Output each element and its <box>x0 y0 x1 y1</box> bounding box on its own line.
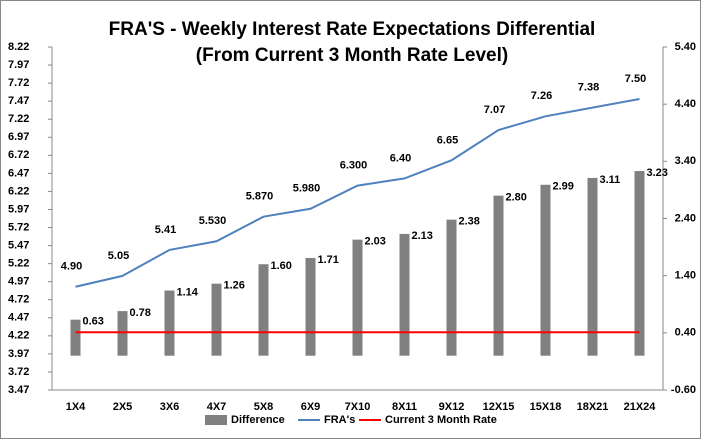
y-tick-label: 4.22 <box>8 330 29 342</box>
x-tick-label: 2X5 <box>113 401 133 413</box>
y-tick-label: 6.22 <box>8 185 29 197</box>
line-value-label: 7.38 <box>578 82 599 94</box>
y-tick-label: 7.47 <box>8 95 29 107</box>
x-tick-label: 6X9 <box>301 401 321 413</box>
line-value-label: 7.50 <box>625 73 646 85</box>
bar-value-label: 0.63 <box>83 316 104 328</box>
bar <box>446 219 457 356</box>
x-tick-label: 18X21 <box>577 401 609 413</box>
bar <box>587 177 598 356</box>
y2-tick-label: 5.40 <box>675 41 696 53</box>
y-tick-label: 4.72 <box>8 294 29 306</box>
bar-value-label: 1.14 <box>177 286 199 298</box>
bar <box>70 319 81 356</box>
y-tick-label: 3.97 <box>8 348 29 360</box>
y2-tick-label: 4.40 <box>675 98 696 110</box>
line-value-label: 6.65 <box>437 134 458 146</box>
y-tick-label: 4.47 <box>8 312 29 324</box>
chart-title: FRA'S - Weekly Interest Rate Expectation… <box>109 19 596 40</box>
x-tick-label: 7X10 <box>345 401 371 413</box>
bar-value-label: 0.78 <box>130 307 151 319</box>
legend-swatch <box>205 415 227 425</box>
bar <box>352 239 363 356</box>
line <box>75 98 640 288</box>
bar-value-label: 2.03 <box>365 236 386 248</box>
bar-value-label: 2.13 <box>412 230 433 242</box>
y-tick-label: 7.72 <box>8 77 29 89</box>
bar-value-label: 3.23 <box>647 167 668 179</box>
bar-value-label: 3.11 <box>600 174 621 186</box>
x-tick-label: 8X11 <box>392 401 417 413</box>
bar <box>493 195 504 356</box>
y-tick-label: 5.72 <box>8 221 29 233</box>
line-value-label: 5.870 <box>246 191 274 203</box>
bar-value-label: 1.26 <box>224 280 245 292</box>
y2-tick-label: 1.40 <box>675 270 696 282</box>
y-tick-label: 6.72 <box>8 149 29 161</box>
bar <box>634 171 645 356</box>
bar <box>117 311 128 356</box>
y-tick-label: 5.97 <box>8 203 29 215</box>
x-tick-label: 1X4 <box>66 401 86 413</box>
y-tick-label: 5.47 <box>8 239 29 251</box>
x-tick-label: 15X18 <box>530 401 562 413</box>
y-tick-label: 7.97 <box>8 59 29 71</box>
y2-tick-label: 0.40 <box>675 327 696 339</box>
x-tick-label: 3X6 <box>160 401 180 413</box>
line-value-label: 7.07 <box>484 104 505 116</box>
y-tick-label: 3.47 <box>8 384 29 396</box>
bar-value-label: 2.80 <box>506 192 527 204</box>
y-tick-label: 7.22 <box>8 113 29 125</box>
y-tick-label: 4.97 <box>8 276 29 288</box>
bar-value-label: 2.38 <box>459 216 480 228</box>
x-tick-label: 9X12 <box>439 401 465 413</box>
line-value-label: 5.530 <box>199 215 227 227</box>
y-tick-label: 6.97 <box>8 131 29 143</box>
bar <box>305 257 316 356</box>
line-value-label: 5.41 <box>155 224 176 236</box>
line-value-label: 5.05 <box>108 250 129 262</box>
legend-label: FRA's <box>324 414 355 426</box>
legend-label: Current 3 Month Rate <box>385 414 497 426</box>
bar <box>164 290 175 356</box>
bar-value-label: 1.60 <box>271 260 292 272</box>
bar-value-label: 2.99 <box>553 181 574 193</box>
line-value-label: 6.300 <box>340 160 368 172</box>
x-tick-label: 21X24 <box>624 401 657 413</box>
bar <box>258 264 269 356</box>
line-value-label: 4.90 <box>61 261 82 273</box>
bar-value-label: 1.71 <box>318 254 339 266</box>
x-tick-label: 12X15 <box>483 401 515 413</box>
bar <box>399 233 410 356</box>
y2-tick-label: -0.60 <box>671 384 696 396</box>
y-tick-label: 6.47 <box>8 167 29 179</box>
line-value-label: 5.980 <box>293 183 321 195</box>
x-tick-label: 5X8 <box>254 401 274 413</box>
bar <box>211 283 222 356</box>
line-value-label: 6.40 <box>390 152 411 164</box>
y2-tick-label: 3.40 <box>675 155 696 167</box>
line-value-label: 7.26 <box>531 90 552 102</box>
chart-subtitle: (From Current 3 Month Rate Level) <box>196 45 508 66</box>
y-tick-label: 8.22 <box>8 41 29 53</box>
bar <box>540 184 551 356</box>
y-tick-label: 5.22 <box>8 258 29 270</box>
x-tick-label: 4X7 <box>207 401 227 413</box>
y2-tick-label: 2.40 <box>675 212 696 224</box>
y-tick-label: 3.72 <box>8 366 29 378</box>
legend-label: Difference <box>231 414 285 426</box>
